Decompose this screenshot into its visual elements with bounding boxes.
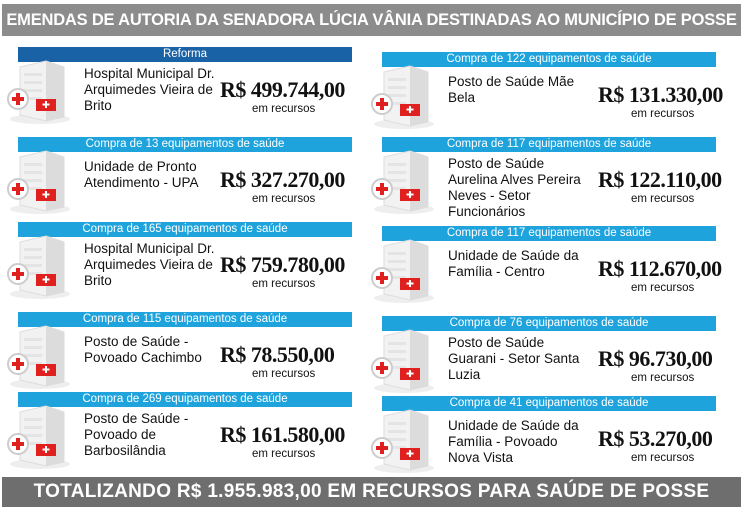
amount-caption: em recursos: [631, 193, 695, 205]
facility-name: Posto de Saúde Mãe Bela: [448, 74, 575, 105]
amount-caption: em recursos: [252, 448, 316, 460]
amendment-card: Compra de 165 equipamentos de saúde Hosp…: [2, 222, 352, 306]
hospital-building-icon: [371, 409, 434, 473]
card-banner: Compra de 165 equipamentos de saúde: [18, 222, 352, 237]
amount: R$ 499.744,00: [220, 77, 345, 102]
amendment-card: Compra de 117 equipamentos de saúde Post…: [366, 137, 722, 221]
amount-caption: em recursos: [252, 368, 316, 380]
amount-caption: em recursos: [631, 108, 695, 120]
amount: R$ 53.270,00: [598, 426, 713, 451]
hospital-building-icon: [7, 150, 70, 214]
amendment-card: Compra de 269 equipamentos de saúde Post…: [2, 392, 352, 476]
amount: R$ 131.330,00: [598, 82, 723, 107]
page-title: EMENDAS DE AUTORIA DA SENADORA LÚCIA VÂN…: [2, 4, 741, 36]
amendment-card: Compra de 115 equipamentos de saúde Post…: [2, 312, 352, 396]
facility-name: Unidade de Saúde da Família - Povoado No…: [448, 418, 579, 465]
amendment-card: Reforma Hospital Municipal Dr. Arquimede…: [2, 47, 352, 131]
card-banner: Compra de 122 equipamentos de saúde: [382, 52, 716, 67]
card-banner: Compra de 13 equipamentos de saúde: [18, 137, 352, 152]
facility-name: Unidade de Pronto Atendimento - UPA: [84, 159, 199, 190]
amount: R$ 78.550,00: [220, 342, 335, 367]
facility-name: Posto de Saúde Aurelina Alves Pereira Ne…: [448, 156, 581, 219]
card-banner: Compra de 76 equipamentos de saúde: [382, 316, 716, 331]
hospital-building-icon: [371, 239, 434, 303]
facility-name: Unidade de Saúde da Família - Centro: [448, 248, 579, 279]
amendment-card: Compra de 41 equipamentos de saúde Unida…: [366, 396, 716, 480]
amount: R$ 122.110,00: [598, 167, 722, 192]
amendment-card: Compra de 13 equipamentos de saúde Unida…: [2, 137, 352, 221]
total-banner: TOTALIZANDO R$ 1.955.983,00 EM RECURSOS …: [2, 477, 741, 507]
amount-caption: em recursos: [631, 372, 695, 384]
amount-caption: em recursos: [631, 452, 695, 464]
amount-caption: em recursos: [252, 103, 316, 115]
amount: R$ 96.730,00: [598, 346, 713, 371]
hospital-building-icon: [7, 405, 70, 469]
facility-name: Posto de Saúde - Povoado Cachimbo: [84, 334, 202, 365]
hospital-building-icon: [371, 329, 434, 393]
amendment-card: Compra de 76 equipamentos de saúde Posto…: [366, 316, 716, 400]
hospital-building-icon: [7, 235, 70, 299]
amount: R$ 112.670,00: [598, 256, 722, 281]
hospital-building-icon: [371, 65, 434, 129]
hospital-building-icon: [7, 325, 70, 389]
hospital-building-icon: [7, 60, 70, 124]
card-banner: Compra de 41 equipamentos de saúde: [382, 396, 716, 411]
card-banner: Compra de 117 equipamentos de saúde: [382, 226, 716, 241]
facility-name: Hospital Municipal Dr. Arquimedes Vieira…: [84, 66, 215, 113]
facility-name: Posto de Saúde - Povoado de Barbosilândi…: [84, 411, 189, 458]
amount-caption: em recursos: [252, 193, 316, 205]
card-banner: Compra de 115 equipamentos de saúde: [18, 312, 352, 327]
amount: R$ 327.270,00: [220, 167, 345, 192]
facility-name: Posto de Saúde Guarani - Setor Santa Luz…: [448, 335, 580, 382]
amount-caption: em recursos: [252, 278, 316, 290]
card-banner: Reforma: [18, 47, 352, 62]
hospital-building-icon: [371, 150, 434, 214]
facility-name: Hospital Municipal Dr. Arquimedes Vieira…: [84, 241, 215, 288]
card-banner: Compra de 269 equipamentos de saúde: [18, 392, 352, 407]
amendment-card: Compra de 122 equipamentos de saúde Post…: [366, 52, 723, 136]
amendment-card: Compra de 117 equipamentos de saúde Unid…: [366, 226, 722, 310]
amount: R$ 161.580,00: [220, 422, 345, 447]
amount-caption: em recursos: [631, 282, 695, 294]
amount: R$ 759.780,00: [220, 252, 345, 277]
card-banner: Compra de 117 equipamentos de saúde: [382, 137, 716, 152]
